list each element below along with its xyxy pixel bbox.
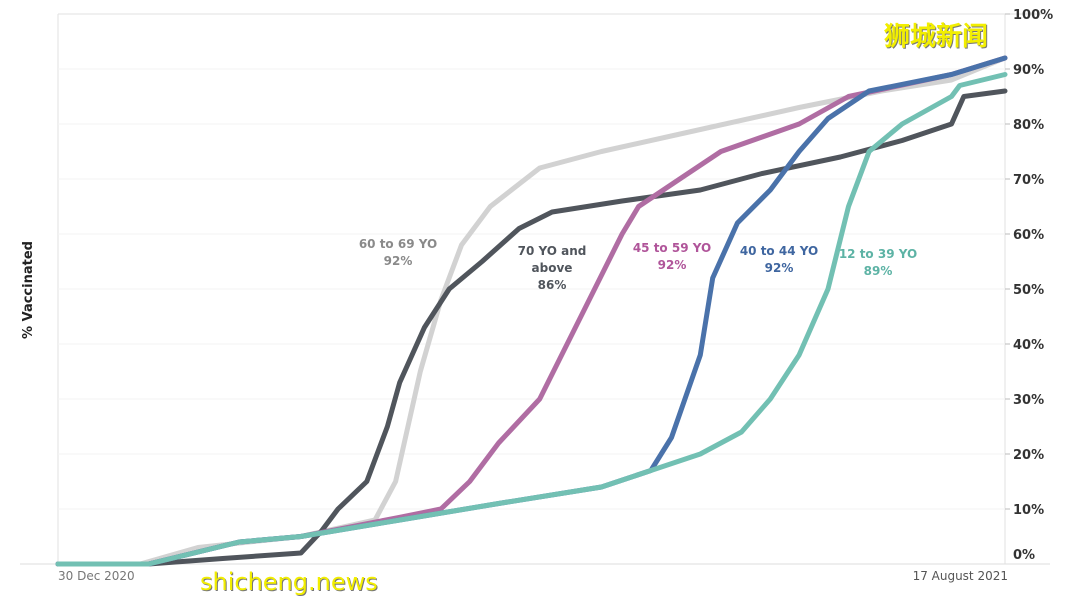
y-tick-label: 10%: [1013, 503, 1044, 518]
series-line-3: [55, 55, 1008, 567]
series-line-2: [55, 55, 1008, 567]
y-tick-label: 40%: [1013, 338, 1044, 353]
series-label: above: [532, 261, 573, 275]
series-final-value: 89%: [864, 264, 893, 278]
series-final-value: 92%: [765, 261, 794, 275]
y-tick-label: 0%: [1013, 548, 1035, 563]
x-tick-label-start: 30 Dec 2020: [58, 569, 135, 583]
y-tick-label: 60%: [1013, 228, 1044, 243]
watermark-bottom: shicheng.news: [200, 568, 378, 596]
y-tick-label: 70%: [1013, 173, 1044, 188]
y-tick-label: 30%: [1013, 393, 1044, 408]
series-final-value: 86%: [538, 278, 567, 292]
y-tick-label: 100%: [1013, 8, 1053, 23]
y-tick-label: 80%: [1013, 118, 1044, 133]
y-tick-label: 20%: [1013, 448, 1044, 463]
series-final-value: 92%: [384, 254, 413, 268]
y-tick-label: 90%: [1013, 63, 1044, 78]
series-line-4: [55, 72, 1008, 567]
series-label: 40 to 44 YO: [740, 244, 818, 258]
y-axis-title: % Vaccinated: [21, 241, 36, 339]
series-label: 60 to 69 YO: [359, 237, 437, 251]
y-tick-label: 50%: [1013, 283, 1044, 298]
series-label: 70 YO and: [518, 244, 587, 258]
x-tick-label-end: 17 August 2021: [913, 569, 1008, 583]
watermark-top: 狮城新闻: [883, 22, 988, 52]
series-label: 12 to 39 YO: [839, 247, 917, 261]
series-final-value: 92%: [658, 258, 687, 272]
series-line-0: [55, 55, 1008, 567]
series-label: 45 to 59 YO: [633, 241, 711, 255]
